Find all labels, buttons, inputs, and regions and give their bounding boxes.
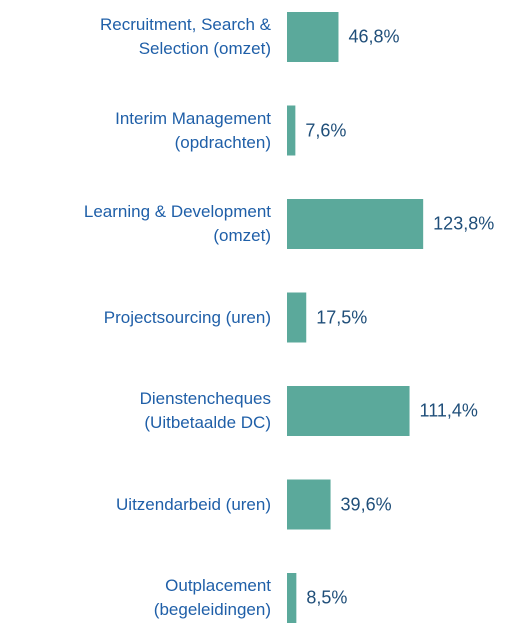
category-label: Learning & Development (omzet) [83, 202, 271, 245]
category-label: Interim Management (opdrachten) [115, 108, 271, 152]
value-label: 46,8% [348, 26, 400, 47]
bar [287, 573, 297, 623]
value-label: 123,8% [433, 213, 495, 234]
bar [287, 12, 339, 62]
bar [287, 292, 307, 343]
bar [287, 479, 331, 530]
bar [287, 105, 296, 156]
value-label: 39,6% [340, 494, 392, 514]
value-label: 111,4% [419, 400, 478, 421]
bar [287, 199, 424, 249]
category-label: Dienstencheques (Uitbetaalde DC) [139, 389, 271, 432]
value-label: 7,6% [305, 120, 347, 140]
category-label: Projectsourcing (uren) [103, 307, 271, 327]
value-label: 8,5% [306, 587, 348, 608]
category-label: Uitzendarbeid (uren) [116, 494, 271, 514]
category-label: Recruitment, Search & Selection (omzet) [99, 15, 271, 58]
bar [287, 386, 410, 436]
category-label: Outplacement (begeleidingen) [153, 576, 271, 619]
value-label: 17,5% [316, 307, 368, 327]
